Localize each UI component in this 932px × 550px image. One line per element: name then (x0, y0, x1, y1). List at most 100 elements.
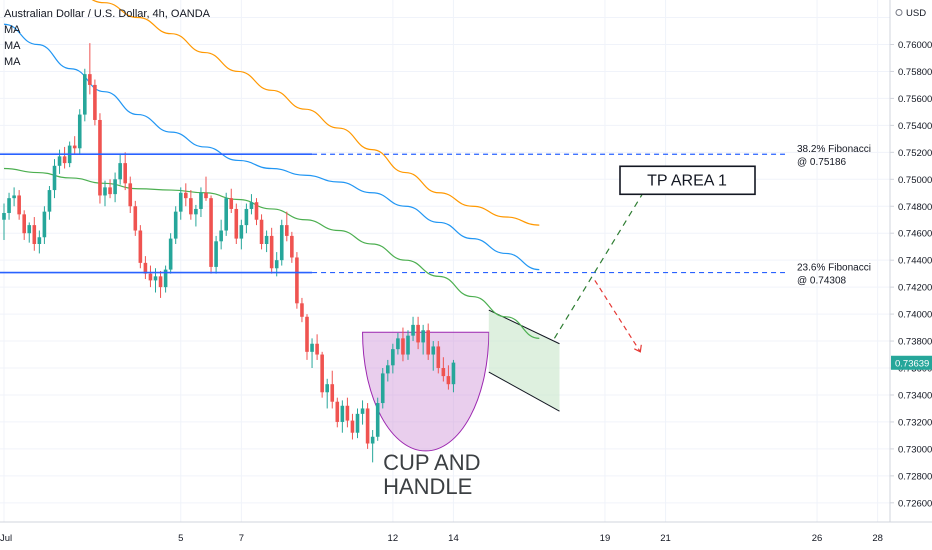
candle (320, 351, 324, 398)
candle-body (426, 330, 430, 355)
candle-body (133, 206, 138, 231)
candle-body (279, 225, 284, 261)
candle (360, 400, 365, 425)
candle (335, 397, 340, 428)
price-axis[interactable]: 0.72600 0.72800 0.73000 0.73200 0.73400 0.736… (889, 0, 932, 522)
candle-body (98, 119, 102, 196)
candle (98, 113, 102, 204)
time-axis[interactable]: Jul 5 7 12 14 19 21 26 28 (0, 521, 932, 544)
candle (406, 330, 410, 360)
candle (118, 155, 122, 185)
symbol-title[interactable]: Australian Dollar / U.S. Dollar, 4h, OAN… (4, 8, 211, 20)
candle-body (22, 214, 26, 234)
candle-body (83, 74, 87, 115)
candle (416, 316, 420, 350)
candle (330, 370, 335, 409)
candle-body (300, 303, 304, 317)
candle (370, 430, 375, 463)
candle (199, 187, 203, 218)
price-tick-label: 0.74600 (898, 229, 932, 240)
candle (17, 190, 21, 220)
candle-body (7, 198, 11, 213)
candle-body (416, 324, 420, 343)
candle-body (305, 316, 309, 352)
candle (426, 323, 430, 360)
candle-body (17, 195, 21, 215)
candle (269, 227, 274, 274)
candle-body (370, 436, 375, 444)
bearish-arrowhead (634, 344, 642, 353)
candle-body (365, 408, 370, 444)
price-tick-label: 0.73000 (898, 444, 932, 455)
candle-body (178, 192, 183, 212)
currency-label[interactable]: USD (906, 8, 926, 19)
candle (340, 400, 345, 433)
candle (411, 316, 415, 342)
price-tick-label: 0.73800 (898, 337, 932, 348)
price-tick-label: 0.74400 (898, 256, 932, 267)
candle-body (173, 211, 178, 239)
candle (290, 231, 294, 263)
candle-body (219, 230, 223, 242)
candle (184, 183, 188, 207)
candle (214, 235, 218, 274)
time-tick-label: 19 (600, 533, 611, 544)
channel-lower-line (488, 371, 560, 412)
candle (259, 214, 264, 250)
candle-body (401, 338, 405, 355)
candle (239, 219, 244, 250)
price-tick-label: 0.74000 (898, 310, 932, 321)
candle (194, 204, 198, 227)
candle (365, 403, 370, 449)
candle-body (103, 187, 107, 196)
candle (380, 368, 385, 409)
candle (386, 359, 390, 382)
tp-area-box[interactable] (619, 165, 756, 196)
candle (305, 314, 309, 360)
current-price-label: 0.73639 (895, 358, 929, 369)
candle (83, 68, 87, 122)
indicator-ma-1[interactable]: MA (4, 24, 21, 36)
candle (143, 256, 148, 280)
candle-body (239, 225, 244, 239)
candle-body (128, 183, 133, 207)
candle-body (244, 208, 249, 226)
candle (173, 206, 178, 244)
fib_382-label: 38.2% Fibonacci (797, 144, 871, 155)
candle-body (446, 376, 451, 385)
candle-body (229, 198, 234, 209)
price-tick-label: 0.75400 (898, 121, 932, 132)
candle-body (194, 208, 198, 215)
candle-body (123, 163, 127, 184)
candle-body (62, 156, 67, 164)
settings-icon[interactable] (895, 9, 903, 16)
candle-body (325, 384, 329, 393)
candle (168, 233, 173, 274)
candle (295, 252, 299, 309)
candle-body (380, 373, 385, 404)
candle-body (57, 156, 62, 166)
candle (234, 203, 239, 244)
candle-body (386, 365, 390, 374)
indicator-ma-2[interactable]: MA (4, 40, 21, 52)
candle (219, 219, 223, 250)
candlestick-series (2, 43, 456, 463)
candle (128, 176, 133, 213)
candle (138, 225, 143, 269)
candle-body (345, 405, 350, 421)
candle-body (47, 190, 52, 212)
candle-body (315, 343, 319, 355)
candle (446, 365, 451, 390)
candle-body (441, 368, 446, 377)
time-tick-label: 14 (448, 533, 459, 544)
candle (350, 413, 355, 440)
candle (158, 270, 163, 298)
indicator-ma-3[interactable]: MA (4, 56, 21, 68)
price-tick-label: 0.75800 (898, 67, 932, 78)
candle (421, 324, 425, 355)
candle (37, 230, 42, 254)
candle (279, 219, 284, 266)
price-tick-label: 0.74200 (898, 283, 932, 294)
